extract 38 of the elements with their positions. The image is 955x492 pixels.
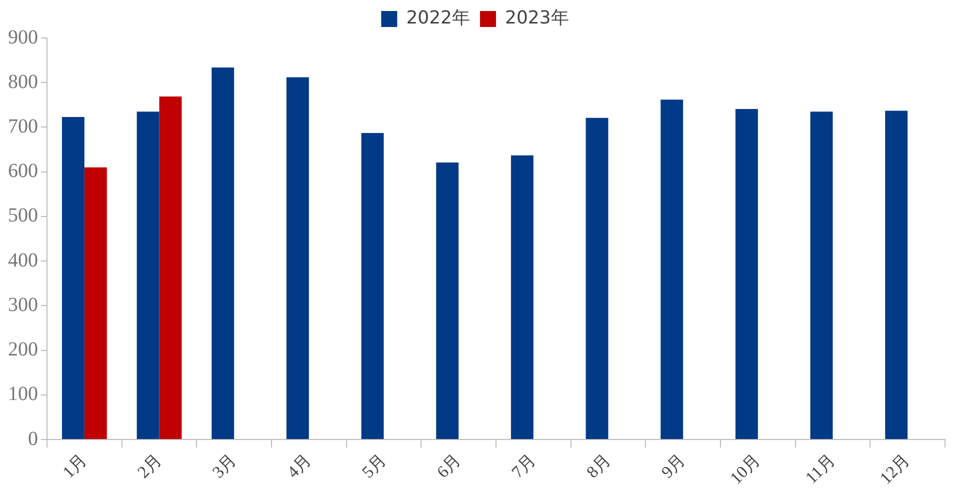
y-tick-label: 700 xyxy=(8,115,38,138)
x-tick-label: 3月 xyxy=(208,450,240,482)
bar xyxy=(62,116,84,440)
bar xyxy=(159,96,182,440)
bar xyxy=(212,67,234,440)
bar xyxy=(436,162,459,440)
bar xyxy=(84,167,107,440)
x-tick-label: 8月 xyxy=(582,450,614,482)
y-tick-label: 100 xyxy=(8,383,38,406)
bar xyxy=(286,77,309,440)
x-tick-label: 1月 xyxy=(58,450,90,482)
legend-label: 2023年 xyxy=(505,8,569,29)
x-tick-label: 11月 xyxy=(802,450,839,488)
y-tick-label: 900 xyxy=(8,26,38,48)
bar xyxy=(735,108,758,440)
x-tick-label: 6月 xyxy=(433,450,465,482)
bar xyxy=(510,155,534,440)
x-tick-label: 5月 xyxy=(358,450,390,482)
x-tick-label: 10月 xyxy=(726,450,764,488)
bar xyxy=(660,100,684,440)
bar xyxy=(361,133,384,440)
bar xyxy=(586,118,608,440)
y-tick-label: 0 xyxy=(28,428,38,450)
y-tick-label: 600 xyxy=(8,160,38,182)
x-tick-label: 2月 xyxy=(134,450,166,482)
x-tick-label: 7月 xyxy=(508,450,540,482)
x-tick-label: 4月 xyxy=(283,450,315,482)
bar xyxy=(885,110,908,440)
y-tick-label: 300 xyxy=(8,294,38,316)
y-tick-label: 500 xyxy=(8,204,38,227)
bar xyxy=(136,112,160,440)
y-tick-label: 800 xyxy=(8,70,38,93)
x-tick-label: 12月 xyxy=(876,450,914,488)
x-tick-label: 9月 xyxy=(658,450,690,482)
bar xyxy=(810,112,833,440)
legend-label: 2022年 xyxy=(406,8,470,29)
y-tick-label: 200 xyxy=(8,338,38,361)
y-tick-label: 400 xyxy=(8,249,38,272)
